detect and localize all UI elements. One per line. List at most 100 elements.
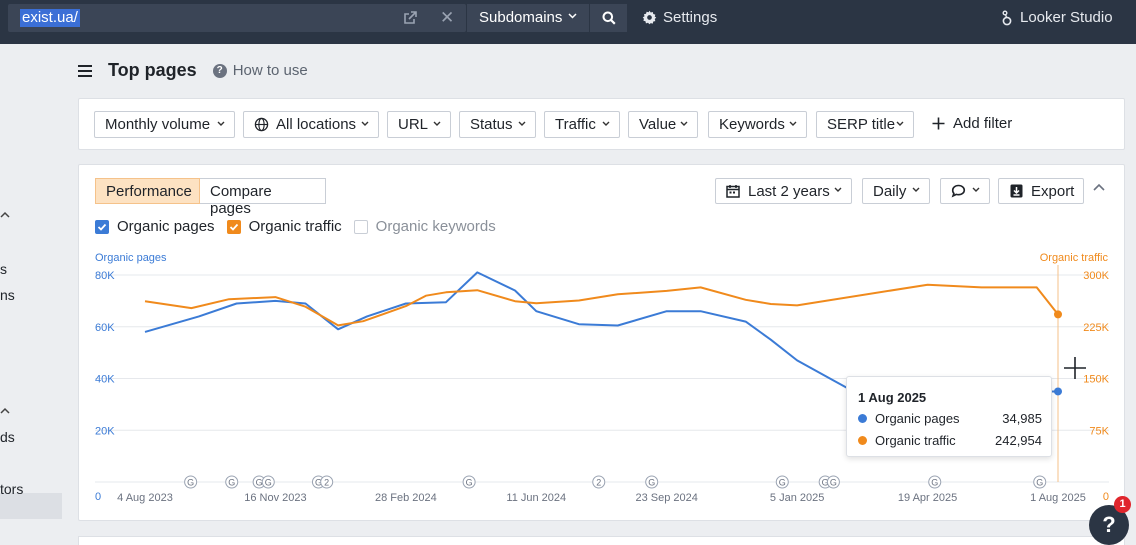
annotation-marker [225, 475, 239, 489]
x-tick-label: 23 Sep 2024 [636, 492, 698, 504]
filter-label: Keywords [719, 116, 785, 133]
x-tick-label: 11 Jun 2024 [506, 492, 566, 504]
filter-all-locations[interactable]: All locations [243, 111, 379, 138]
granularity-select[interactable]: Daily [862, 178, 930, 204]
organic-keywords-label: Organic keywords [375, 218, 496, 235]
sidebar-item[interactable]: s [0, 261, 7, 277]
search-icon [602, 11, 616, 25]
toggle-organic-keywords[interactable]: Organic keywords [353, 218, 496, 235]
add-filter-button[interactable]: Add filter [932, 115, 1012, 132]
page-title: Top pages [108, 60, 197, 80]
sidebar-item[interactable]: ns [0, 287, 15, 303]
mode-select-label: Subdomains [479, 9, 563, 26]
annotation-marker-label: 2 [596, 478, 601, 488]
tooltip-row-organic-pages: Organic pages 34,985 [858, 411, 1042, 426]
series-line [144, 271, 1058, 393]
y-left-tick-label: 40K [95, 374, 115, 386]
filter-label: SERP title [827, 116, 896, 133]
filter-traffic[interactable]: Traffic [544, 111, 620, 138]
settings-label: Settings [663, 9, 718, 26]
download-icon [1010, 184, 1023, 198]
y-right-tick-label: 225K [1083, 322, 1109, 334]
url-input[interactable]: exist.ua/ ✕ [8, 4, 466, 32]
chevron-down-icon [972, 187, 980, 192]
toggle-organic-pages[interactable]: Organic pages [95, 218, 215, 235]
filter-label: URL [398, 116, 429, 133]
filter-url[interactable]: URL [387, 111, 451, 138]
settings-button[interactable]: Settings [642, 9, 717, 26]
checkbox-unchecked-icon [353, 219, 368, 234]
toggle-organic-traffic[interactable]: Organic traffic [226, 218, 342, 235]
annotation-marker [462, 475, 476, 489]
chevron-down-icon [680, 121, 688, 126]
chevron-up-icon[interactable] [0, 407, 10, 414]
chevron-up-icon[interactable] [0, 211, 10, 218]
annotation-marker-label: G [1036, 478, 1043, 488]
x-tick-label: 16 Nov 2023 [244, 492, 306, 504]
tooltip-row-organic-traffic: Organic traffic 242,954 [858, 433, 1042, 448]
annotation-marker [592, 475, 606, 489]
search-button[interactable] [590, 4, 627, 32]
tab-compare-pages[interactable]: Compare pages [200, 178, 326, 217]
mode-select[interactable]: Subdomains [467, 4, 589, 32]
tab-performance[interactable]: Performance [95, 178, 200, 204]
organic-pages-label: Organic pages [117, 218, 215, 235]
annotation-marker [1033, 475, 1047, 489]
annotations-select[interactable] [940, 178, 990, 204]
page-header: Top pages ? How to use [78, 60, 308, 81]
tooltip-value: 34,985 [1002, 411, 1042, 426]
performance-chart[interactable]: 0 0 20K 75K 40K 150K 60K 225K 80K 300K 4 Aug 2023 1… [79, 165, 1126, 522]
annotation-marker [261, 475, 275, 489]
external-link-icon[interactable] [402, 10, 418, 26]
checkbox-checked-icon [226, 219, 241, 234]
plus-icon [932, 117, 945, 130]
x-tick-label: 5 Jan 2025 [770, 492, 824, 504]
top-bar: exist.ua/ ✕ Subdomains Settings Looker S… [0, 0, 1136, 44]
x-tick-label: 19 Apr 2025 [898, 492, 957, 504]
annotation-marker-label: G [265, 478, 272, 488]
annotation-marker-label: 2 [324, 478, 329, 488]
y-right-tick-label: 75K [1089, 425, 1109, 437]
series-endpoint [1054, 387, 1062, 396]
filter-label: Traffic [555, 116, 596, 133]
y-right-tick-label: 150K [1083, 374, 1109, 386]
filter-serp-title[interactable]: SERP title [816, 111, 914, 138]
notification-badge: 1 [1114, 496, 1131, 513]
sidebar-item[interactable]: tors [0, 481, 24, 497]
chevron-down-icon [789, 121, 797, 126]
chevron-down-icon [433, 121, 441, 126]
how-to-use-label: How to use [232, 62, 308, 79]
right-axis-title: Organic traffic [1039, 252, 1108, 264]
export-button[interactable]: Export [998, 178, 1084, 204]
filter-label: All locations [276, 116, 357, 133]
comment-icon [951, 184, 966, 198]
filter-value[interactable]: Value [628, 111, 698, 138]
y-right-tick-label: 300K [1083, 270, 1109, 282]
sidebar-item-active[interactable] [0, 493, 62, 519]
gear-icon [642, 10, 657, 25]
filter-keywords[interactable]: Keywords [708, 111, 807, 138]
clear-icon[interactable]: ✕ [440, 8, 455, 27]
annotation-marker-label: G [187, 478, 194, 488]
how-to-use-link[interactable]: ? How to use [212, 62, 308, 79]
filter-monthly-volume[interactable]: Monthly volume [94, 111, 235, 138]
calendar-icon [726, 185, 740, 198]
filter-status[interactable]: Status [459, 111, 536, 138]
y-left-tick-label: 0 [95, 491, 101, 503]
filter-label: Monthly volume [105, 116, 211, 133]
add-filter-label: Add filter [953, 115, 1013, 132]
looker-studio-button[interactable]: Looker Studio [1000, 9, 1113, 26]
chevron-up-icon[interactable] [1093, 183, 1105, 191]
sidebar-item[interactable]: ds [0, 429, 15, 445]
chevron-down-icon [834, 187, 842, 192]
series-dot [858, 436, 867, 445]
annotation-marker-label: G [256, 478, 263, 488]
annotation-marker [320, 475, 334, 489]
menu-icon[interactable] [78, 64, 92, 77]
date-range-label: Last 2 years [748, 183, 830, 200]
annotation-marker-label: G [779, 478, 786, 488]
chevron-down-icon [361, 121, 369, 126]
date-range-select[interactable]: Last 2 years [715, 178, 852, 204]
y-left-tick-label: 80K [95, 270, 115, 282]
annotation-marker-label: G [315, 478, 322, 488]
